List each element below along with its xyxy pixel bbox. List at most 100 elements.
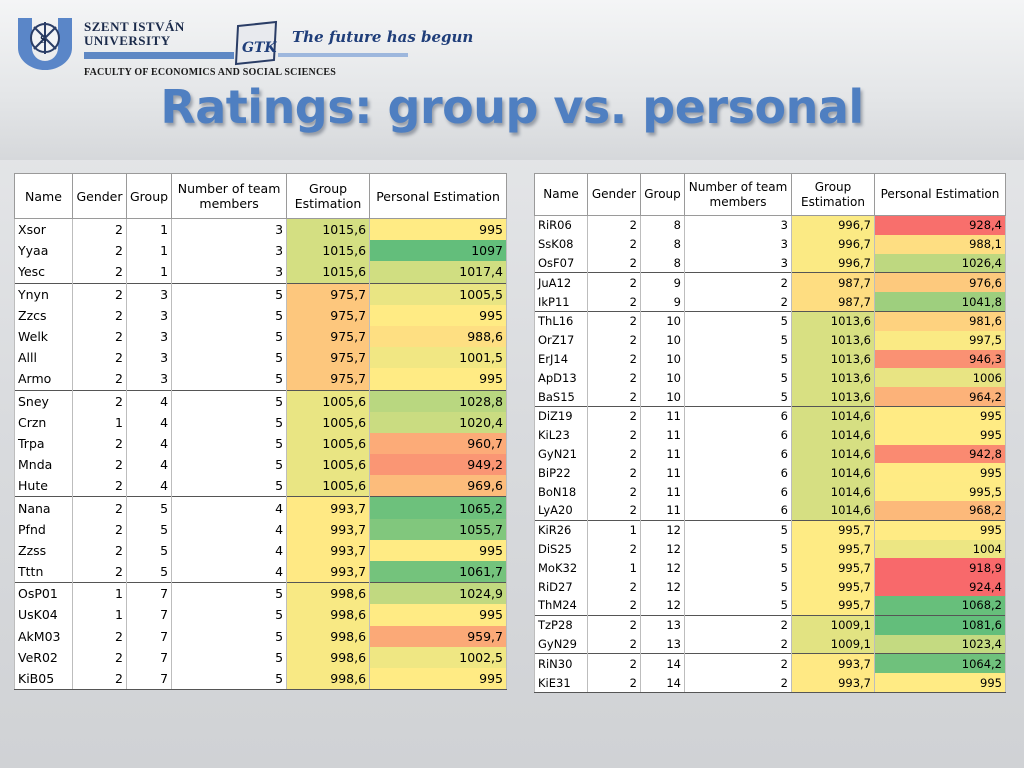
cell-name: Yesc <box>14 261 73 284</box>
cell-group: 7 <box>125 604 173 626</box>
cell-group: 11 <box>640 500 685 521</box>
cell-group-estimation: 1005,6 <box>286 432 371 455</box>
cell-group: 7 <box>125 646 173 668</box>
cell-personal-estimation: 1061,7 <box>369 561 507 583</box>
cell-name: OrZ17 <box>534 330 588 350</box>
table-row: Yyaa 2 1 3 1015,6 1097 <box>14 240 507 262</box>
cell-personal-estimation: 995 <box>874 405 1006 426</box>
cell-group-estimation: 998,6 <box>286 646 371 668</box>
table-row: MoK32 1 12 5 995,7 918,9 <box>534 558 1006 578</box>
cell-gender: 1 <box>72 411 127 433</box>
cell-group-estimation: 1013,6 <box>791 368 875 388</box>
cell-group-estimation: 975,7 <box>286 304 371 326</box>
cell-gender: 2 <box>587 500 641 521</box>
cell-group-estimation: 1014,6 <box>791 444 875 464</box>
cell-gender: 2 <box>587 214 641 235</box>
col-header-team-members: Number of team members <box>684 173 792 216</box>
table-row: OrZ17 2 10 5 1013,6 997,5 <box>534 330 1006 350</box>
table-row: Xsor 2 1 3 1015,6 995 <box>14 218 507 241</box>
cell-team-members: 5 <box>684 330 792 350</box>
cell-team-members: 5 <box>171 582 288 605</box>
cell-team-members: 5 <box>684 519 792 540</box>
cell-team-members: 5 <box>171 347 288 369</box>
table-row: SsK08 2 8 3 996,7 988,1 <box>534 234 1006 254</box>
cell-personal-estimation: 995 <box>369 304 507 326</box>
cell-group-estimation: 1005,6 <box>286 454 371 476</box>
cell-group-estimation: 993,7 <box>286 518 371 540</box>
cell-gender: 2 <box>72 646 127 668</box>
cell-group-estimation: 996,7 <box>791 214 875 235</box>
cell-name: Zzss <box>14 539 73 561</box>
cell-name: JuA12 <box>534 272 588 293</box>
table-row: Armo 2 3 5 975,7 995 <box>14 368 507 390</box>
cell-name: KiE31 <box>534 673 588 693</box>
cell-team-members: 2 <box>684 673 792 693</box>
col-header-gender: Gender <box>587 173 641 216</box>
cell-gender: 2 <box>587 577 641 596</box>
cell-team-members: 3 <box>171 261 288 284</box>
cell-team-members: 5 <box>171 282 288 305</box>
cell-personal-estimation: 995 <box>874 519 1006 540</box>
cell-group: 14 <box>640 653 685 674</box>
cell-team-members: 5 <box>684 368 792 388</box>
cell-gender: 2 <box>72 454 127 476</box>
cell-name: VeR02 <box>14 646 73 668</box>
cell-group-estimation: 975,7 <box>286 282 371 305</box>
cell-personal-estimation: 969,6 <box>369 475 507 497</box>
cell-team-members: 5 <box>684 595 792 616</box>
cell-name: IkP11 <box>534 292 588 312</box>
cell-gender: 2 <box>587 234 641 254</box>
table-row: KiL23 2 11 6 1014,6 995 <box>534 425 1006 445</box>
cell-group-estimation: 1013,6 <box>791 387 875 407</box>
cell-personal-estimation: 995 <box>874 673 1006 693</box>
svg-text:GTK: GTK <box>242 40 277 56</box>
university-name: SZENT ISTVÁN UNIVERSITY <box>84 19 185 48</box>
header-band <box>0 0 1024 160</box>
cell-gender: 2 <box>587 330 641 350</box>
cell-personal-estimation: 1064,2 <box>874 653 1006 674</box>
cell-gender: 2 <box>587 614 641 635</box>
cell-group-estimation: 993,7 <box>286 539 371 561</box>
cell-gender: 2 <box>587 272 641 293</box>
cell-name: Alll <box>14 347 73 369</box>
cell-group: 4 <box>125 432 173 455</box>
cell-name: Xsor <box>14 218 73 241</box>
cell-gender: 1 <box>72 582 127 605</box>
table-row: Ynyn 2 3 5 975,7 1005,5 <box>14 282 507 305</box>
cell-personal-estimation: 995 <box>369 604 507 626</box>
cell-group-estimation: 995,7 <box>791 539 875 559</box>
cell-group-estimation: 1014,6 <box>791 500 875 521</box>
cell-group-estimation: 987,7 <box>791 292 875 312</box>
cell-name: RiN30 <box>534 653 588 674</box>
cell-team-members: 5 <box>684 349 792 369</box>
cell-name: RiD27 <box>534 577 588 596</box>
cell-group-estimation: 995,7 <box>791 519 875 540</box>
cell-group: 10 <box>640 387 685 407</box>
table-row: TzP28 2 13 2 1009,1 1081,6 <box>534 614 1006 635</box>
table-row: GyN29 2 13 2 1009,1 1023,4 <box>534 634 1006 654</box>
cell-group: 11 <box>640 444 685 464</box>
cell-team-members: 5 <box>684 539 792 559</box>
cell-group: 5 <box>125 561 173 583</box>
cell-group-estimation: 1009,1 <box>791 634 875 654</box>
table-row: LyA20 2 11 6 1014,6 968,2 <box>534 500 1006 521</box>
table-row: AkM03 2 7 5 998,6 959,7 <box>14 625 507 647</box>
cell-gender: 2 <box>587 310 641 331</box>
cell-gender: 2 <box>72 368 127 390</box>
col-header-name: Name <box>534 173 588 216</box>
col-header-personal-estimation: Personal Estimation <box>369 173 507 219</box>
cell-group: 12 <box>640 577 685 596</box>
cell-group: 8 <box>640 253 685 273</box>
table-row: Sney 2 4 5 1005,6 1028,8 <box>14 389 507 412</box>
cell-gender: 2 <box>587 463 641 483</box>
table-row: Zzss 2 5 4 993,7 995 <box>14 539 507 561</box>
cell-group: 4 <box>125 475 173 497</box>
table-row: Trpa 2 4 5 1005,6 960,7 <box>14 432 507 455</box>
cell-group-estimation: 1013,6 <box>791 310 875 331</box>
cell-name: Zzcs <box>14 304 73 326</box>
cell-team-members: 5 <box>171 625 288 647</box>
cell-team-members: 5 <box>684 387 792 407</box>
cell-personal-estimation: 1097 <box>369 240 507 262</box>
cell-gender: 2 <box>587 405 641 426</box>
cell-personal-estimation: 995 <box>369 218 507 241</box>
